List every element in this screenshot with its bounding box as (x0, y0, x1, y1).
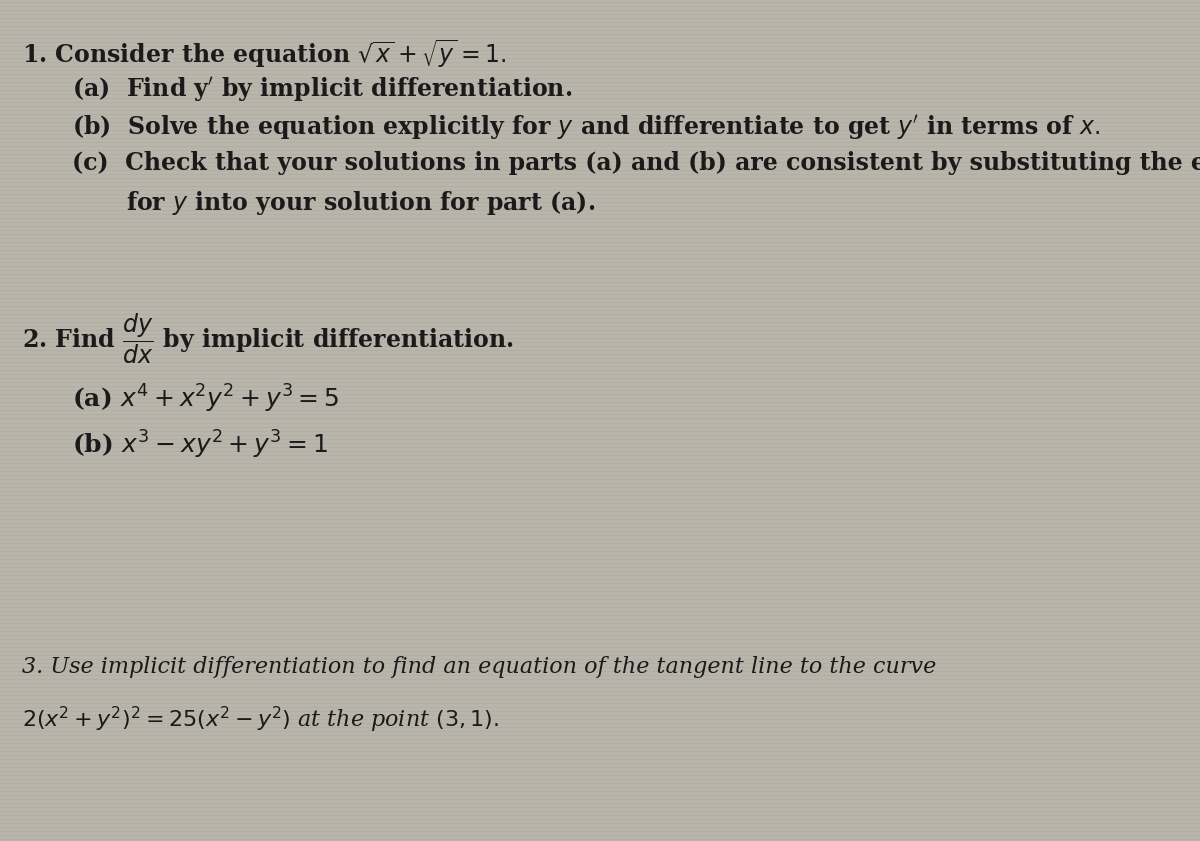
Text: (a) $x^4 + x^2y^2 + y^3 = 5$: (a) $x^4 + x^2y^2 + y^3 = 5$ (72, 383, 340, 415)
Text: 1. Consider the equation $\sqrt{x} + \sqrt{y} = 1.$: 1. Consider the equation $\sqrt{x} + \sq… (22, 38, 506, 71)
Text: (b)  Solve the equation explicitly for $y$ and differentiate to get $y'$ in term: (b) Solve the equation explicitly for $y… (72, 114, 1100, 142)
Text: for $y$ into your solution for part (a).: for $y$ into your solution for part (a). (126, 189, 595, 217)
Text: (a)  Find y$'$ by implicit differentiation.: (a) Find y$'$ by implicit differentiatio… (72, 76, 572, 104)
Text: (b) $x^3 - xy^2 + y^3 = 1$: (b) $x^3 - xy^2 + y^3 = 1$ (72, 429, 328, 461)
Text: 3. Use implicit differentiation to find an equation of the tangent line to the c: 3. Use implicit differentiation to find … (22, 656, 936, 678)
Text: 2. Find $\dfrac{dy}{dx}$ by implicit differentiation.: 2. Find $\dfrac{dy}{dx}$ by implicit dif… (22, 311, 514, 366)
Text: $2(x^2 + y^2)^2 = 25(x^2 - y^2)$ at the point $(3, 1).$: $2(x^2 + y^2)^2 = 25(x^2 - y^2)$ at the … (22, 705, 499, 735)
Text: (c)  Check that your solutions in parts (a) and (b) are consistent by substituti: (c) Check that your solutions in parts (… (72, 151, 1200, 176)
